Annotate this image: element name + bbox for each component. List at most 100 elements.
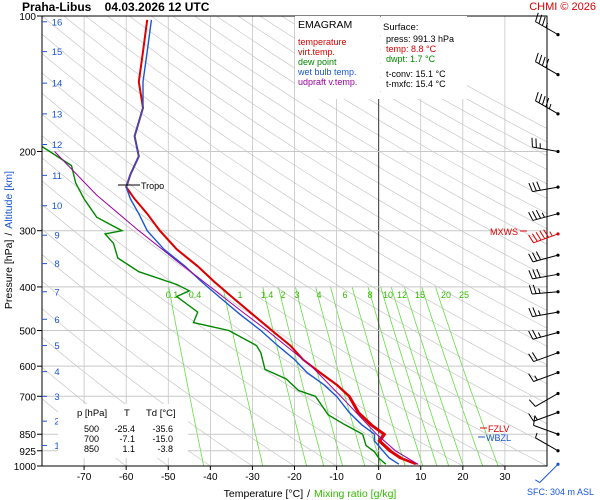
dry-adiabat-line xyxy=(42,16,547,347)
fzlv-label: FZLV xyxy=(488,424,509,434)
x-tick-label: 0 xyxy=(376,472,382,483)
mxws-marker: MXWS xyxy=(490,227,527,237)
dry-adiabat-line xyxy=(42,53,547,385)
mxws-label: MXWS xyxy=(490,227,518,237)
svg-text:Temperature [°C]/Mixing ratio: Temperature [°C] / Mixing ratio [g/kg] xyxy=(224,488,397,500)
mixing-ratio-label: 6 xyxy=(342,290,347,300)
mixing-ratio-label: 12 xyxy=(397,290,407,300)
wind-barb xyxy=(533,416,560,436)
wind-barb xyxy=(535,91,560,116)
series-virt-temp-line xyxy=(159,230,419,465)
tropopause-marker: Tropo xyxy=(118,181,164,191)
svg-text:Pressure [hPa]/Altitude [km]: Pressure [hPa] / Altitude [km] xyxy=(3,171,15,309)
dry-adiabat-line xyxy=(107,16,547,294)
dry-adiabat-line xyxy=(128,16,547,278)
y-tick-label: 600 xyxy=(19,362,36,373)
mixing-ratio-label: 15 xyxy=(415,290,425,300)
wind-barb xyxy=(528,181,560,193)
mixing-ratio-label: 0.4 xyxy=(189,290,202,300)
table-cell: -25.4 xyxy=(114,424,135,434)
x-tick-label: 20 xyxy=(457,472,469,483)
mixing-ratio-label: 1 xyxy=(237,290,242,300)
altitude-label: 5 xyxy=(54,341,59,352)
surface-box: Surface: press: 991.3 hPa temp: 8.8 °C d… xyxy=(381,16,467,99)
series-udpraft-v-temp-line xyxy=(54,151,419,465)
wind-barb xyxy=(528,268,560,280)
surface-dwpt: dwpt: 1.7 °C xyxy=(386,54,436,64)
y-tick-label: 850 xyxy=(19,430,36,441)
altitude-label: 4 xyxy=(54,367,59,378)
y-axis-label-separator: / xyxy=(3,233,15,236)
y-tick-label: 100 xyxy=(19,12,36,23)
altitude-label: 8 xyxy=(54,259,59,270)
table-cell: -15.0 xyxy=(152,434,173,444)
x-axis-title: Temperature [°C] / Mixing ratio [g/kg] xyxy=(224,488,397,500)
y-tick-label: 500 xyxy=(19,327,36,338)
wind-barb xyxy=(528,229,560,244)
table-cell: -35.6 xyxy=(152,424,173,434)
table-cell: 500 xyxy=(84,424,99,434)
mixing-ratio-label: 20 xyxy=(441,290,451,300)
x-axis-label-mixing: Mixing ratio [g/kg] xyxy=(314,488,396,500)
x-tick-label: -10 xyxy=(329,472,344,483)
x-tick-label: -20 xyxy=(287,472,302,483)
surface-tconv: t-conv: 15.1 °C xyxy=(386,69,446,79)
mixing-ratio-line xyxy=(330,286,382,466)
wind-barb xyxy=(528,391,560,407)
surface-press: press: 991.3 hPa xyxy=(386,34,454,44)
x-tick-label: -60 xyxy=(119,472,134,483)
dry-adiabat-line xyxy=(172,16,547,245)
wind-barb xyxy=(528,251,560,263)
mixing-ratio-label: 4 xyxy=(316,290,321,300)
mixing-ratio-line xyxy=(222,286,264,466)
y-tick-label: 400 xyxy=(19,283,36,294)
wind-barb xyxy=(528,284,560,295)
wind-barb xyxy=(528,370,560,382)
x-tick-label: -50 xyxy=(161,472,176,483)
legend-item-wet-bulb: wet bulb temp. xyxy=(297,67,357,77)
wind-barb xyxy=(535,12,560,37)
mixing-ratio-line xyxy=(367,286,424,466)
fzlv-marker: FZLV xyxy=(480,424,509,434)
surface-title: Surface: xyxy=(383,22,418,33)
table-cell: 1.1 xyxy=(122,444,135,454)
wind-barb xyxy=(528,209,560,221)
dry-adiabat-line xyxy=(237,16,547,199)
mixing-ratio-line xyxy=(315,286,366,466)
wind-barb xyxy=(531,137,560,154)
chart-title: Praha-Libus 04.03.2026 12 UTC xyxy=(22,0,210,14)
altitude-label: 11 xyxy=(52,171,62,182)
altitude-label: 7 xyxy=(54,287,59,298)
wind-barbs xyxy=(528,12,560,484)
mixing-ratio-label: 3 xyxy=(294,290,299,300)
table-header-td: Td [°C] xyxy=(146,408,176,419)
altitude-label: 13 xyxy=(52,109,63,120)
y-tick-label: 300 xyxy=(19,227,36,238)
surface-tmxfc: t-mxfc: 15.4 °C xyxy=(386,79,446,89)
dry-adiabat-line xyxy=(150,16,547,261)
x-tick-label: -40 xyxy=(203,472,218,483)
dry-adiabat-line xyxy=(216,16,547,214)
x-axis-label-separator: / xyxy=(307,488,310,500)
y-axis-title: Pressure [hPa] / Altitude [km] xyxy=(3,171,15,309)
legend-item-updraft: udpraft v.temp. xyxy=(298,77,357,87)
altitude-label: 14 xyxy=(52,79,63,90)
y-tick-label: 200 xyxy=(19,147,36,158)
legend-item-virt-temp: virt.temp. xyxy=(298,47,335,57)
credit-text: CHMI © 2026 xyxy=(529,1,596,13)
table-cell: 850 xyxy=(84,444,99,454)
wind-barb xyxy=(528,329,560,340)
wind-barb xyxy=(535,462,560,484)
sfc-label: SFC: 304 m ASL xyxy=(527,487,594,497)
altitude-label: 2 xyxy=(54,417,59,428)
mixing-ratio-label: 0.1 xyxy=(166,290,179,300)
y-tick-label: 925 xyxy=(19,447,36,458)
mixing-ratio-line xyxy=(390,286,450,466)
level-table: p [hPa] T Td [°C] 500 -25.4 -35.6 700 -7… xyxy=(58,404,188,458)
wind-barb xyxy=(528,351,560,363)
altitude-label: 3 xyxy=(54,392,59,403)
mixing-ratio-label: 2 xyxy=(280,290,285,300)
mixing-ratio-label: 8 xyxy=(367,290,372,300)
table-cell: -7.1 xyxy=(119,434,135,444)
